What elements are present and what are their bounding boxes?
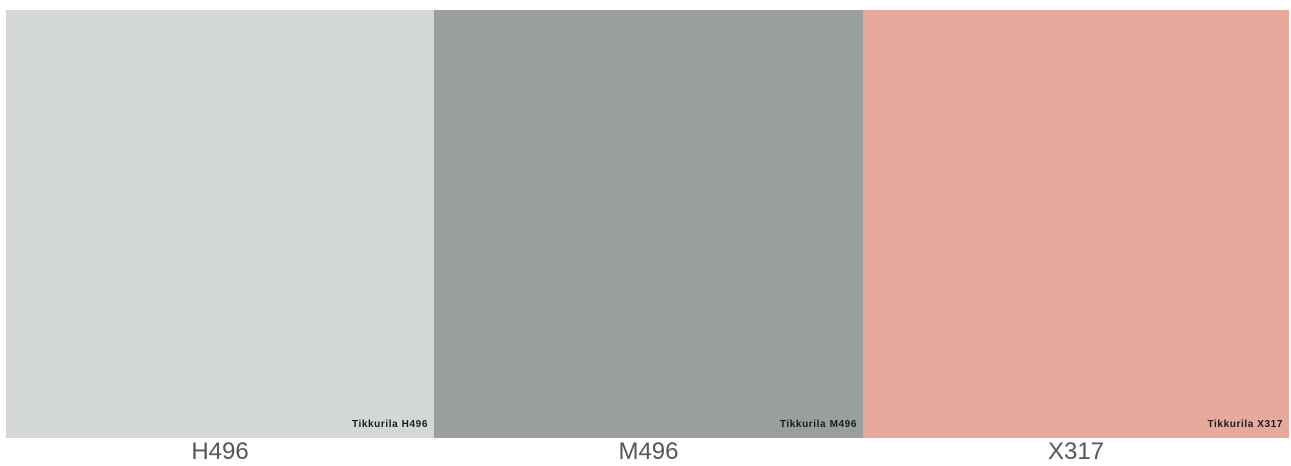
swatch-caption: Tikkurila M496 <box>779 419 857 430</box>
swatch-caption: Tikkurila X317 <box>1207 419 1283 430</box>
swatch-caption: Tikkurila H496 <box>351 419 428 430</box>
color-swatch-row: Tikkurila H496 Tikkurila M496 Tikkurila … <box>6 10 1289 438</box>
swatch-labels-row: H496 M496 X317 <box>6 439 1289 465</box>
swatch-code-label: H496 <box>191 438 249 465</box>
swatch-x317[interactable]: Tikkurila X317 <box>863 10 1289 438</box>
swatch-m496[interactable]: Tikkurila M496 <box>434 10 863 438</box>
swatch-code-label: M496 <box>618 438 679 465</box>
swatch-code-label: X317 <box>1047 438 1105 465</box>
swatch-h496[interactable]: Tikkurila H496 <box>6 10 434 438</box>
